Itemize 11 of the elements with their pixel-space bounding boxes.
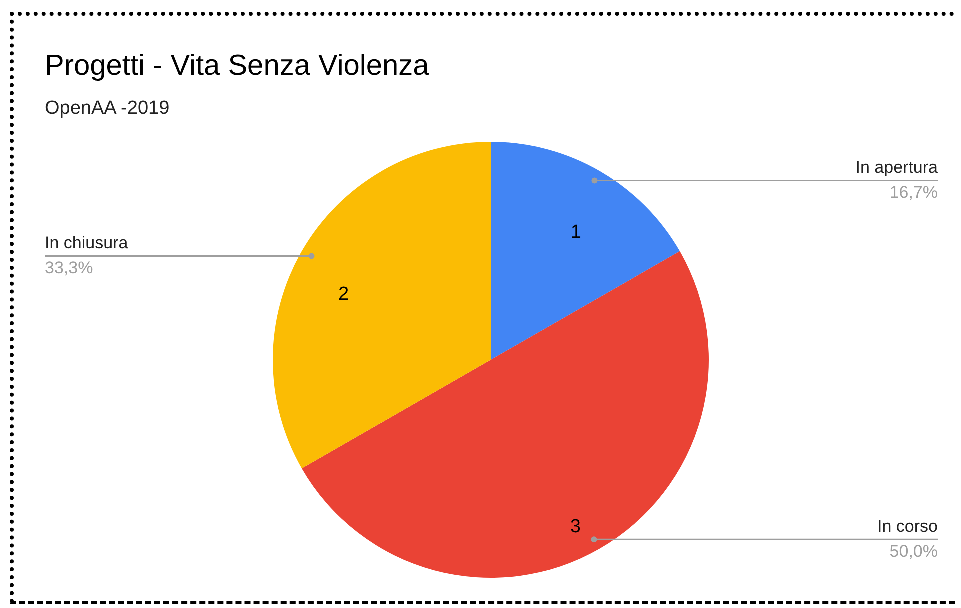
slice-label: In chiusura	[45, 233, 129, 252]
chart-subtitle: OpenAA -2019	[45, 98, 170, 120]
slice-label: In apertura	[856, 158, 939, 177]
chart-title: Progetti - Vita Senza Violenza	[45, 50, 430, 83]
data-label: 50,0%	[890, 542, 938, 561]
text: 2	[338, 284, 350, 306]
data-label: 33,3%	[45, 258, 94, 278]
text: 3	[570, 516, 581, 538]
slice-label: In corso	[878, 516, 938, 536]
text: 1	[570, 222, 582, 244]
data-label: 16,7%	[890, 182, 938, 202]
